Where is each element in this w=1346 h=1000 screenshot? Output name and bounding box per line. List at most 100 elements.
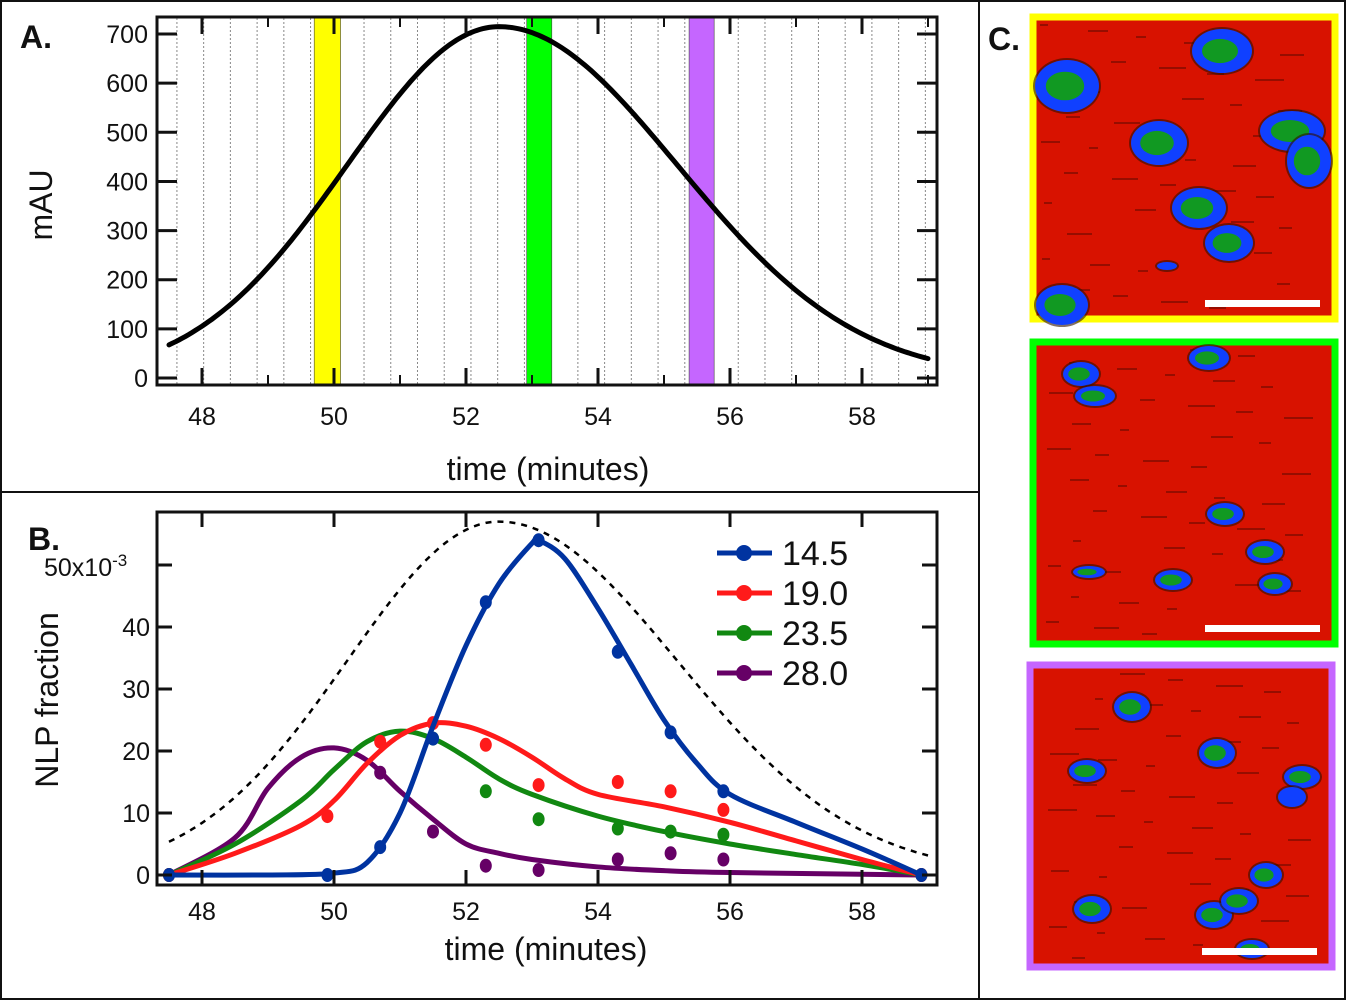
afm-particle-core bbox=[1212, 233, 1242, 253]
afm-noise bbox=[1212, 553, 1223, 555]
afm-noise bbox=[1099, 876, 1107, 878]
afm-particle-core bbox=[1119, 699, 1141, 715]
afm-noise bbox=[1114, 122, 1140, 124]
a-x-tick-label: 58 bbox=[848, 403, 876, 431]
afm-noise bbox=[1167, 608, 1177, 610]
panel-b-label: B. bbox=[28, 521, 60, 557]
afm-noise bbox=[1261, 920, 1289, 922]
b-y-axis-label: NLP fraction bbox=[29, 612, 65, 788]
legend-label-19.0: 19.0 bbox=[782, 575, 848, 613]
afm-noise bbox=[1042, 258, 1050, 260]
afm-noise bbox=[1208, 190, 1236, 192]
afm-noise bbox=[1072, 423, 1091, 425]
b-data-point-23.5 bbox=[664, 824, 677, 839]
a-y-axis-label: mAU bbox=[23, 169, 59, 240]
afm-noise bbox=[1049, 392, 1073, 394]
a-y-tick-label: 500 bbox=[106, 119, 148, 147]
afm-noise bbox=[1046, 621, 1059, 623]
afm-noise bbox=[1284, 417, 1313, 419]
afm-particle-core bbox=[1263, 578, 1283, 590]
afm-noise bbox=[1051, 870, 1069, 872]
afm-noise bbox=[1144, 821, 1153, 823]
afm-noise bbox=[1169, 796, 1195, 798]
afm-noise bbox=[1143, 460, 1169, 462]
afm-noise bbox=[1119, 602, 1139, 604]
panel-b-nlp-fraction: 48 50 52 54 56 58 0 10 20 30 40 50x10-3 B. NLP fra… bbox=[28, 510, 939, 967]
afm-noise bbox=[1120, 673, 1145, 675]
b-data-point-14.5 bbox=[479, 595, 492, 610]
afm-noise bbox=[1214, 497, 1225, 499]
b-y-tick-label: 40 bbox=[122, 614, 150, 642]
b-data-point-23.5 bbox=[532, 812, 545, 827]
afm-noise bbox=[1282, 473, 1311, 475]
afm-noise bbox=[1047, 448, 1071, 450]
afm-noise bbox=[1262, 747, 1279, 749]
afm-noise bbox=[1118, 485, 1127, 487]
afm-scale-bar bbox=[1205, 625, 1320, 632]
afm-noise bbox=[1259, 442, 1271, 444]
afm-particle-core bbox=[1289, 770, 1311, 784]
afm-noise bbox=[1146, 765, 1155, 767]
b-data-point-28.0 bbox=[664, 846, 677, 861]
afm-noise bbox=[1140, 399, 1155, 401]
b-x-tick-label: 48 bbox=[188, 898, 216, 926]
afm-noise bbox=[1090, 264, 1110, 266]
afm-noise bbox=[1064, 172, 1078, 174]
afm-image-green bbox=[1029, 338, 1339, 648]
afm-image-yellow bbox=[1029, 13, 1339, 327]
afm-noise bbox=[1215, 858, 1231, 860]
b-data-point-19.0 bbox=[717, 802, 730, 817]
b-data-point-23.5 bbox=[611, 821, 624, 836]
a-band-green bbox=[526, 17, 553, 385]
b-data-point-14.5 bbox=[915, 868, 928, 882]
afm-noise bbox=[1048, 565, 1061, 567]
afm-noise bbox=[1188, 405, 1215, 407]
afm-particle bbox=[1157, 262, 1177, 270]
afm-noise bbox=[1254, 252, 1272, 254]
afm-noise bbox=[1264, 691, 1281, 693]
afm-particle-core bbox=[1180, 197, 1214, 219]
afm-noise bbox=[1122, 907, 1147, 909]
a-y-tick-label: 300 bbox=[106, 218, 148, 246]
afm-noise bbox=[1141, 516, 1167, 518]
b-data-point-28.0 bbox=[717, 852, 730, 867]
b-y-tick-label: 0 bbox=[136, 862, 150, 890]
afm-particle-core bbox=[1254, 868, 1274, 882]
afm-noise bbox=[1095, 454, 1109, 456]
afm-noise bbox=[1217, 802, 1233, 804]
afm-noise bbox=[1288, 839, 1311, 841]
afm-noise bbox=[1066, 116, 1080, 118]
b-data-point-28.0 bbox=[532, 863, 545, 878]
afm-noise bbox=[1142, 633, 1157, 635]
b-data-point-19.0 bbox=[611, 775, 624, 789]
b-y-tick-label: 30 bbox=[122, 676, 150, 704]
afm-particle-core bbox=[1077, 568, 1097, 576]
afm-noise bbox=[1191, 466, 1207, 468]
afm-noise bbox=[1089, 147, 1098, 149]
afm-noise bbox=[1255, 79, 1284, 81]
a-chromatogram-line bbox=[166, 24, 931, 362]
afm-noise bbox=[1211, 436, 1233, 438]
afm-noise bbox=[1159, 67, 1186, 69]
afm-particle-core bbox=[1212, 507, 1234, 521]
legend-label-23.5: 23.5 bbox=[782, 615, 848, 653]
afm-particle-core bbox=[1202, 38, 1238, 64]
afm-noise bbox=[1040, 24, 1048, 26]
afm-noise bbox=[1161, 301, 1188, 303]
afm-noise bbox=[1094, 627, 1119, 629]
afm-noise bbox=[1209, 307, 1226, 309]
afm-noise bbox=[1286, 895, 1309, 897]
afm-noise bbox=[1050, 753, 1079, 755]
b-data-point-14.5 bbox=[664, 725, 677, 740]
afm-noise bbox=[1277, 283, 1290, 285]
b-fit-line-19.0 bbox=[168, 720, 923, 878]
afm-noise bbox=[1095, 698, 1103, 700]
b-x-tick-label: 52 bbox=[452, 898, 480, 926]
afm-noise bbox=[1072, 957, 1085, 959]
afm-particle-core bbox=[1160, 574, 1182, 586]
afm-noise bbox=[1213, 380, 1235, 382]
b-data-point-14.5 bbox=[611, 644, 624, 659]
afm-particle-core bbox=[1201, 907, 1223, 923]
b-data-point-19.0 bbox=[664, 784, 677, 799]
